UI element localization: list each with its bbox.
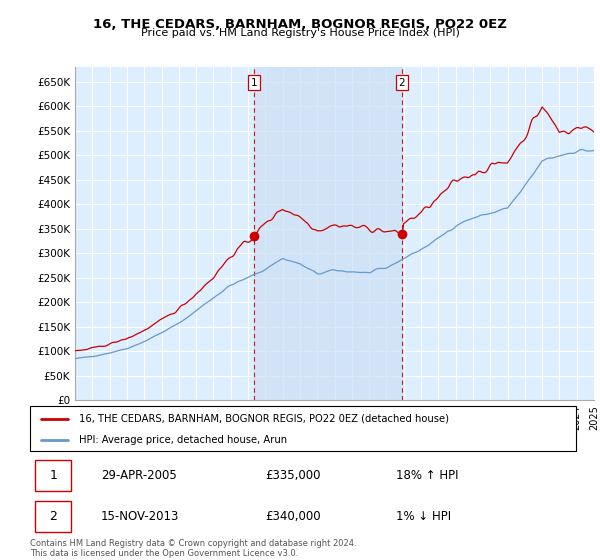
Text: £335,000: £335,000 bbox=[265, 469, 320, 482]
Text: 29-APR-2005: 29-APR-2005 bbox=[101, 469, 177, 482]
Text: Price paid vs. HM Land Registry's House Price Index (HPI): Price paid vs. HM Land Registry's House … bbox=[140, 28, 460, 38]
FancyBboxPatch shape bbox=[35, 501, 71, 531]
Text: £340,000: £340,000 bbox=[265, 510, 320, 523]
Text: 18% ↑ HPI: 18% ↑ HPI bbox=[396, 469, 458, 482]
Text: 1: 1 bbox=[50, 469, 58, 482]
FancyBboxPatch shape bbox=[35, 460, 71, 491]
Text: HPI: Average price, detached house, Arun: HPI: Average price, detached house, Arun bbox=[79, 435, 287, 445]
Text: 15-NOV-2013: 15-NOV-2013 bbox=[101, 510, 179, 523]
Text: 1: 1 bbox=[250, 78, 257, 88]
Text: 1% ↓ HPI: 1% ↓ HPI bbox=[396, 510, 451, 523]
Text: Contains HM Land Registry data © Crown copyright and database right 2024.
This d: Contains HM Land Registry data © Crown c… bbox=[30, 539, 356, 558]
Text: 16, THE CEDARS, BARNHAM, BOGNOR REGIS, PO22 0EZ: 16, THE CEDARS, BARNHAM, BOGNOR REGIS, P… bbox=[93, 18, 507, 31]
Text: 16, THE CEDARS, BARNHAM, BOGNOR REGIS, PO22 0EZ (detached house): 16, THE CEDARS, BARNHAM, BOGNOR REGIS, P… bbox=[79, 413, 449, 423]
Bar bbox=[254, 67, 401, 400]
Text: 2: 2 bbox=[50, 510, 58, 523]
Text: 2: 2 bbox=[398, 78, 405, 88]
